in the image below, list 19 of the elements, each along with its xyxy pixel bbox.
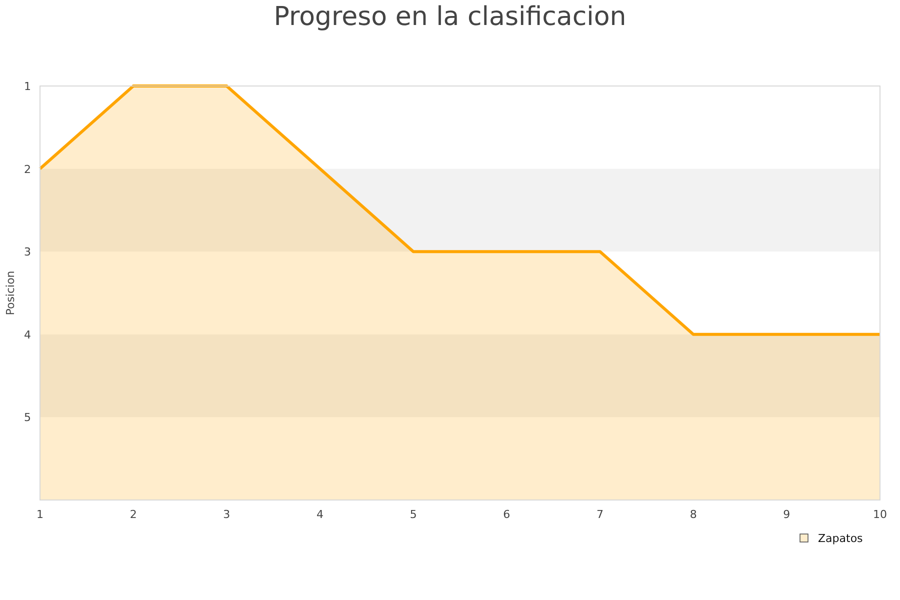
y-tick-label: 3 — [24, 246, 31, 259]
x-tick-label: 10 — [873, 508, 887, 521]
x-tick-label: 3 — [223, 508, 230, 521]
y-tick-label: 1 — [24, 80, 31, 93]
x-tick-label: 5 — [410, 508, 417, 521]
x-tick-label: 9 — [783, 508, 790, 521]
y-axis-title: Posicion — [4, 270, 17, 316]
y-tick-label: 5 — [24, 411, 31, 424]
x-tick-label: 8 — [690, 508, 697, 521]
line-series — [38, 84, 882, 336]
x-tick-label: 1 — [36, 508, 44, 521]
x-tick-label: 4 — [316, 508, 324, 521]
chart-title: Progreso en la clasificacion — [274, 2, 626, 32]
x-tick-label: 7 — [596, 508, 604, 521]
x-tick-label: 6 — [503, 508, 510, 521]
y-tick-label: 2 — [24, 162, 31, 176]
x-tick-label: 2 — [130, 508, 137, 521]
legend-label: Zapatos — [818, 532, 864, 545]
y-tick-label: 4 — [24, 328, 31, 342]
